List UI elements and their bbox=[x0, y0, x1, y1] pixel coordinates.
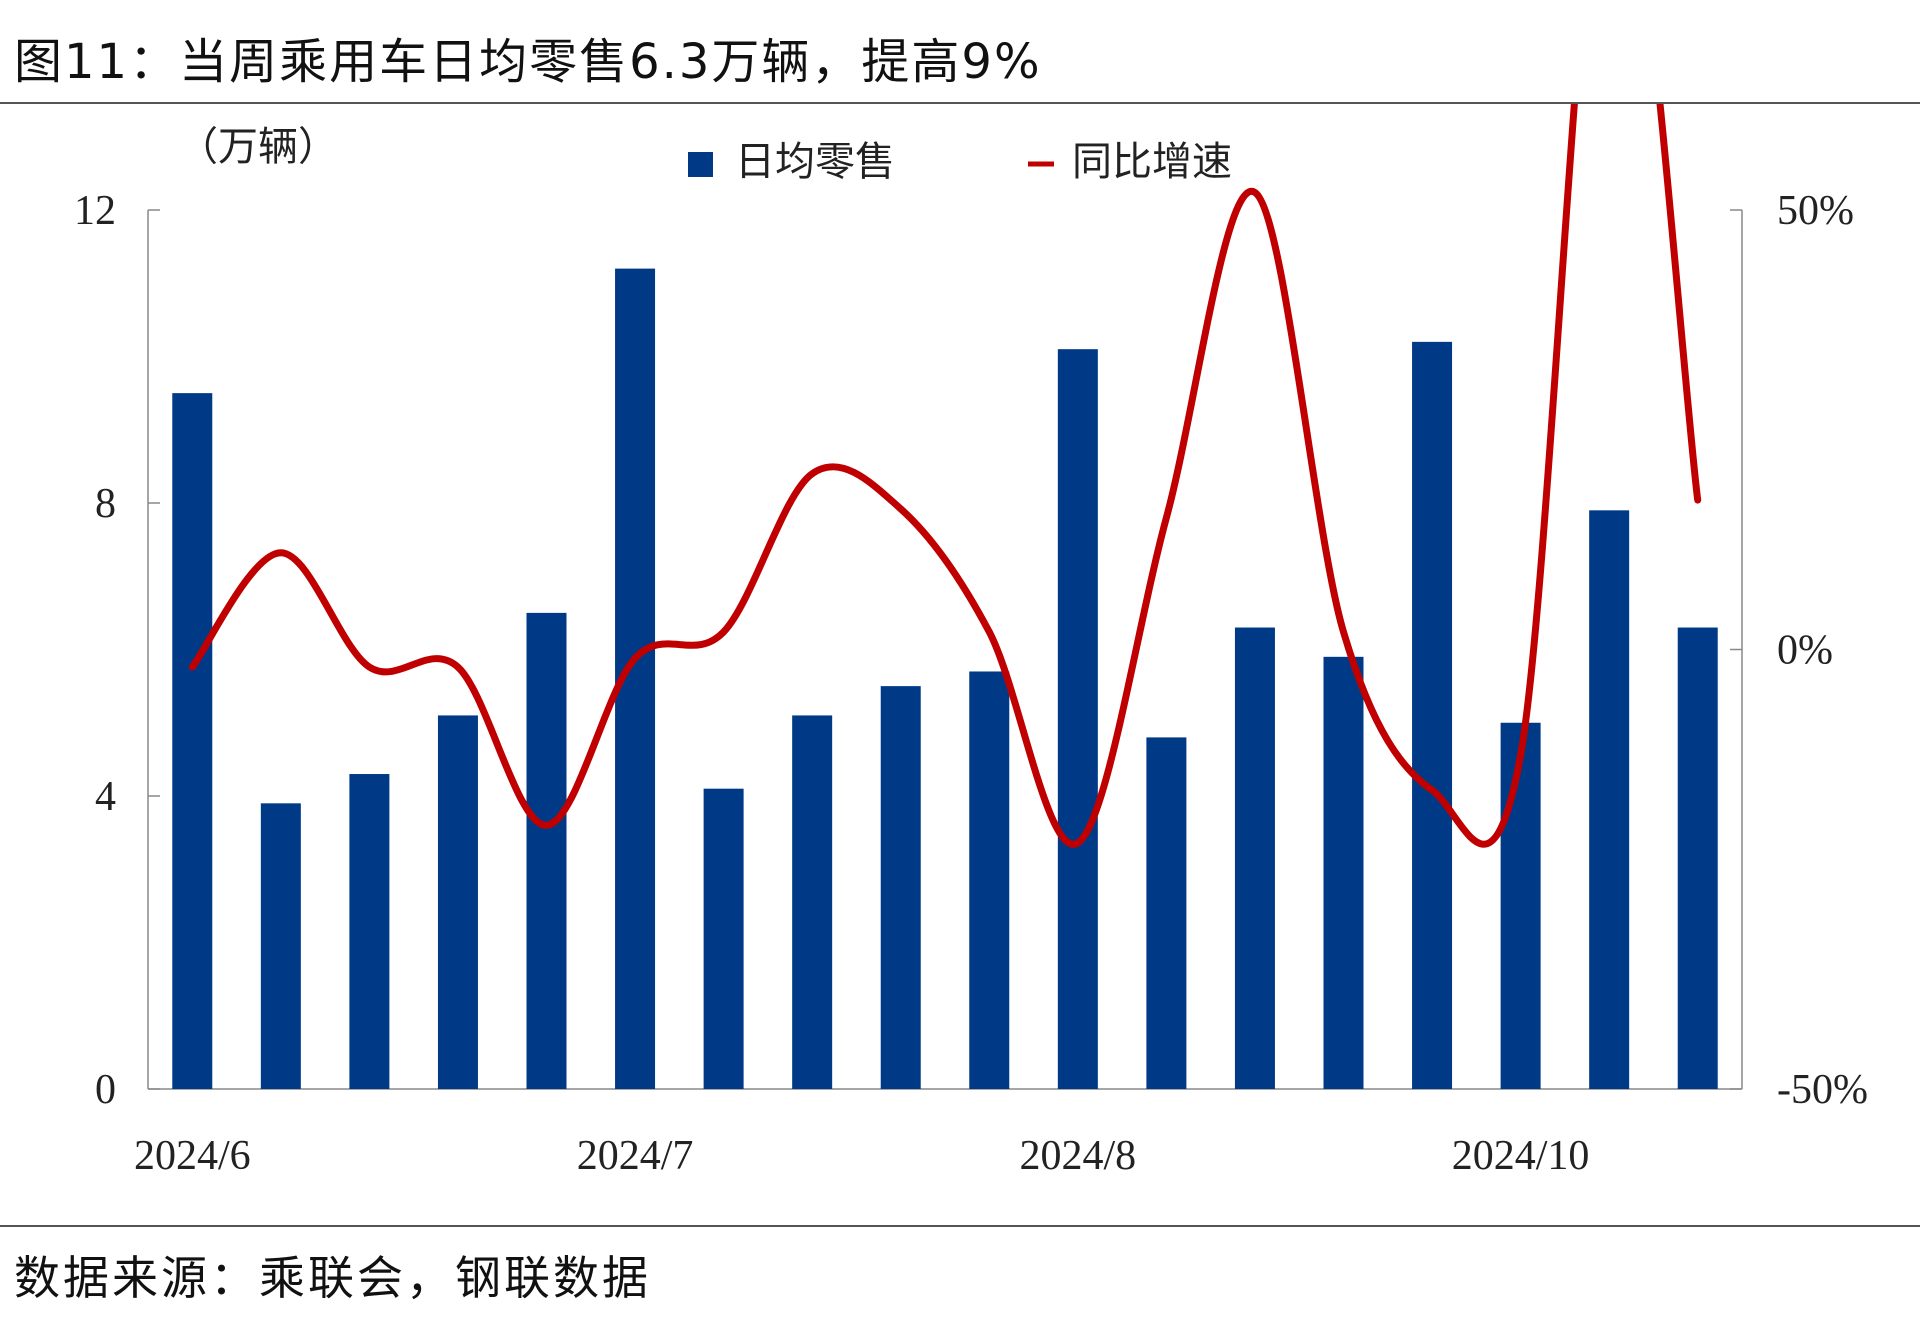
bar bbox=[526, 612, 567, 1089]
left-axis-tick-label: 0 bbox=[95, 1067, 116, 1113]
bar bbox=[880, 686, 921, 1089]
bar bbox=[1589, 510, 1630, 1089]
chart-title: 图11：当周乘用车日均零售6.3万辆，提高9% bbox=[14, 34, 1042, 90]
bar bbox=[1146, 737, 1187, 1089]
x-axis-tick-label: 2024/10 bbox=[1452, 1133, 1590, 1179]
plot-area: 0 4 8 12 -50% 0% 50% 2024/6 2024/7 2024/8 2024/10 bbox=[74, 104, 1868, 1179]
legend-bar-swatch bbox=[688, 152, 713, 177]
series-line-yoy bbox=[188, 104, 1702, 848]
legend-line-label: 同比增速 bbox=[1072, 139, 1232, 185]
bar bbox=[1412, 341, 1453, 1090]
bar bbox=[349, 774, 390, 1089]
bar bbox=[437, 715, 478, 1089]
left-axis-tick-label: 12 bbox=[74, 188, 116, 234]
source-note: 数据来源：乘联会，钢联数据 bbox=[14, 1251, 651, 1305]
bar bbox=[1500, 722, 1541, 1089]
x-axis-tick-label: 2024/8 bbox=[1019, 1133, 1136, 1179]
left-axis-unit-label: （万辆） bbox=[178, 124, 338, 170]
legend: 日均零售 同比增速 bbox=[688, 139, 1232, 185]
x-axis-tick-label: 2024/6 bbox=[134, 1133, 251, 1179]
bar bbox=[1323, 656, 1364, 1089]
bottom-divider bbox=[0, 1225, 1920, 1227]
bar bbox=[1234, 627, 1275, 1089]
chart: （万辆） 日均零售 同比增速 0 4 8 12 -50% 0% 50% 2024/6 2024/… bbox=[74, 104, 1868, 1179]
left-axis-tick-label: 8 bbox=[95, 481, 116, 527]
bar bbox=[260, 803, 301, 1089]
bar bbox=[1677, 627, 1718, 1089]
bar bbox=[969, 671, 1010, 1089]
bar bbox=[172, 393, 213, 1089]
right-axis-tick-label: 50% bbox=[1777, 188, 1854, 234]
right-axis-tick-label: -50% bbox=[1777, 1067, 1868, 1113]
top-divider bbox=[0, 102, 1920, 104]
x-axis-tick-label: 2024/7 bbox=[577, 1133, 694, 1179]
bar bbox=[703, 788, 744, 1089]
left-axis-tick-label: 4 bbox=[95, 774, 116, 820]
right-axis-tick-label: 0% bbox=[1777, 628, 1833, 674]
legend-bar-label: 日均零售 bbox=[735, 139, 895, 185]
bar bbox=[792, 715, 833, 1089]
bar bbox=[1057, 349, 1098, 1089]
